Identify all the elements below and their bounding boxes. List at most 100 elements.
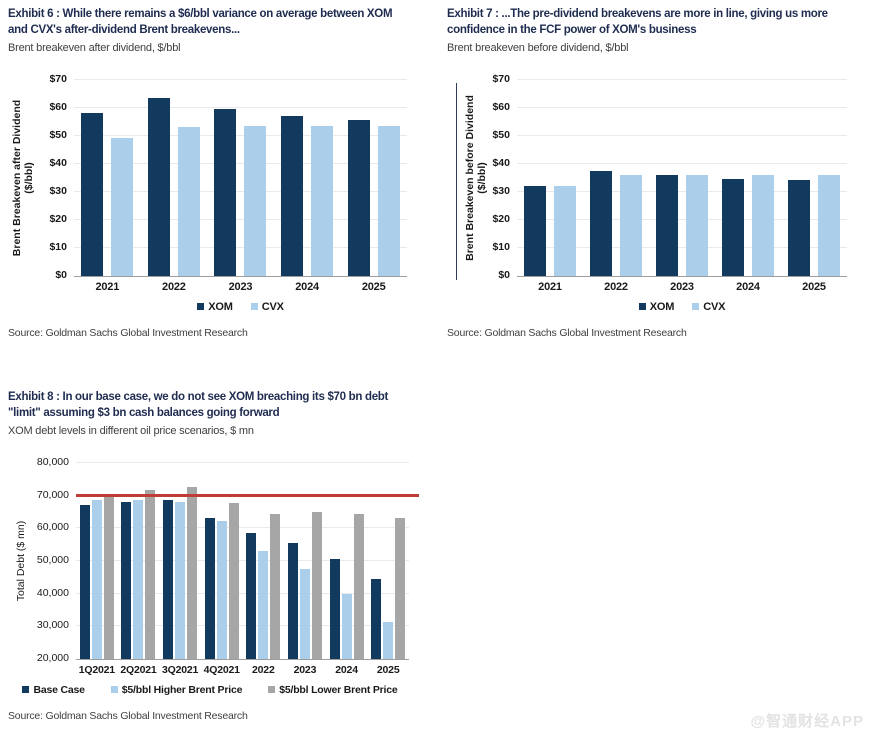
gridline [517,191,847,193]
bar-5-bbl-higher-brent-price-2024 [341,593,352,659]
legend-item-base-case: Base Case [22,684,85,696]
legend-label-xom: XOM [649,300,675,313]
bar-xom-2025 [788,180,810,276]
bar-5-bbl-lower-brent-price-2022 [270,513,281,659]
y-tick-label: $0 [498,269,510,282]
y-tick-label: $40 [49,157,67,170]
x-tick-label-1q2021: 1Q2021 [78,663,115,676]
legend-item-5-bbl-lower-brent-price: $5/bbl Lower Brent Price [268,683,398,696]
bar-base-case-2025 [371,578,382,659]
legend-label-5-bbl-lower-brent-price: $5/bbl Lower Brent Price [279,683,398,696]
legend-item-xom: XOM [197,301,233,313]
x-tick-label-2024: 2024 [335,663,358,676]
bar-xom-2023 [214,109,237,276]
gridline [74,219,407,221]
bar-xom-2022 [147,97,170,276]
gridline [517,247,847,249]
bar-cvx-2023 [686,174,708,276]
gridline [76,625,409,627]
gridline [517,135,847,137]
bar-5-bbl-higher-brent-price-2q2021 [133,499,144,659]
bar-cvx-2021 [554,186,576,276]
gridline [517,219,847,221]
y-tick-label: 80,000 [36,456,69,469]
bar-xom-2021 [524,186,546,276]
bar-base-case-3q2021 [163,500,174,659]
bar-xom-2024 [281,116,304,276]
x-tick-label-2025: 2025 [802,280,826,293]
y-tick-label: $30 [49,185,67,198]
exhibit-7-title: Exhibit 7 : ...The pre-dividend breakeve… [447,8,828,37]
x-axis-labels: 2021 2022 2023 2024 2025 [517,277,847,293]
x-tick-label-2022: 2022 [604,280,628,293]
exhibit-8-title: Exhibit 8 : In our base case, we do not … [8,391,389,420]
bar-group-2025 [340,80,407,276]
x-axis-labels: 2021 2022 2023 2024 2025 [74,277,407,293]
bar-group-2022 [141,80,208,276]
legend-item-5-bbl-higher-brent-price: $5/bbl Higher Brent Price [110,683,243,696]
x-tick-label-2025: 2025 [361,280,386,293]
legend-swatch-5-bbl-lower-brent-price [268,686,276,694]
bar-group-2023 [207,80,274,276]
y-tick-label: $60 [492,101,510,114]
gridline [76,462,409,464]
exhibit-7-chart: Brent Breakeven before Dividend ($/bbl) $… [447,73,875,313]
bar-group-2024 [326,463,368,659]
bar-cvx-2022 [620,174,642,276]
gridline [74,163,407,165]
legend-label-5-bbl-higher-brent-price: $5/bbl Higher Brent Price [121,683,243,696]
bar-group-2024 [274,80,341,276]
bar-group-4q2021 [201,463,243,659]
bar-5-bbl-lower-brent-price-4q2021 [228,502,239,659]
chart-canvas: Brent Breakeven before Dividend ($/bbl) $… [447,73,875,293]
y-tick-label: $0 [55,269,67,282]
y-tick-label: $50 [49,129,67,142]
legend-swatch-xom [197,303,205,311]
exhibit-8-source: Source: Goldman Sachs Global Investment … [8,709,248,722]
bar-5-bbl-lower-brent-price-2025 [395,517,406,659]
y-tick-label: 30,000 [36,619,69,632]
y-tick-label: $40 [492,157,510,170]
y-tick-label: $20 [49,213,67,226]
bar-5-bbl-lower-brent-price-2023 [311,511,322,659]
x-tick-label-2022: 2022 [162,280,186,293]
x-tick-label-4q2021: 4Q2021 [203,663,240,676]
gridline [76,527,409,529]
bar-base-case-4q2021 [204,518,215,659]
bar-5-bbl-higher-brent-price-2022 [258,550,269,659]
gridline [74,79,407,81]
bar-5-bbl-higher-brent-price-2023 [299,569,310,659]
legend-label-cvx: CVX [703,300,726,313]
bar-xom-2024 [722,179,744,276]
x-axis-labels: 1Q2021 2Q2021 3Q2021 4Q2021 2022 2023 2024 2025 [76,660,409,676]
bar-group-2q2021 [118,463,160,659]
bar-5-bbl-higher-brent-price-3q2021 [175,502,186,659]
y-tick-label: 20,000 [36,652,69,665]
bar-base-case-2022 [246,532,257,659]
bar-group-2024 [715,80,781,276]
y-tick-label: 70,000 [36,488,69,501]
gridline [517,79,847,81]
x-tick-label-2023: 2023 [228,280,253,293]
gridline [76,560,409,562]
bar-base-case-1q2021 [79,504,90,659]
gridline [74,107,407,109]
legend: XOM CVX [517,301,847,313]
bar-cvx-2021 [111,138,134,276]
exhibit-6-subtitle: Brent breakeven after dividend, $/bbl [8,41,181,54]
x-tick-label-2024: 2024 [736,280,760,293]
exhibit-7-source: Source: Goldman Sachs Global Investment … [447,326,687,339]
plot-area-wrap: $0 $10 $20 $30 $40 $50 $60 $70 2021 2022 2023 2024 2… [491,73,847,293]
exhibit-6-title: Exhibit 6 : While there remains a $6/bbl… [8,8,393,37]
y-axis-label: Brent Breakeven after Dividend ($/bbl) [10,99,35,256]
gridline [74,247,407,249]
y-axis-label: Brent Breakeven before Dividend ($/bbl) [463,94,488,261]
bar-group-2025 [367,463,409,659]
bar-5-bbl-lower-brent-price-2q2021 [145,489,156,659]
bar-group-2023 [649,80,715,276]
bar-5-bbl-lower-brent-price-3q2021 [187,487,198,659]
y-tick-label: $60 [49,101,67,114]
bar-group-2023 [284,463,326,659]
bar-5-bbl-higher-brent-price-2025 [383,622,394,659]
y-axis-label-column: Total Debt ($ mn) [8,463,34,659]
